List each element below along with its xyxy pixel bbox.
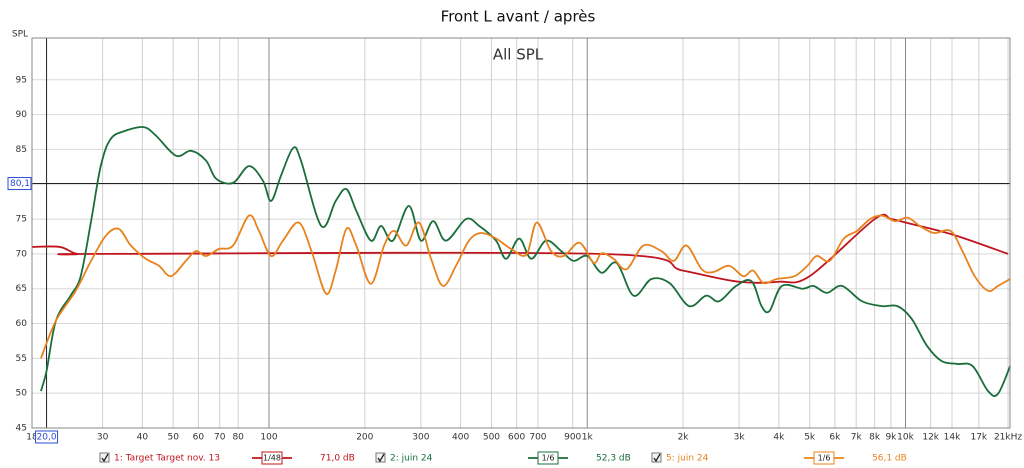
legend-label: 2: juin 24 [390, 454, 433, 464]
y-tick-label: 50 [16, 389, 28, 399]
y-tick-label: 85 [16, 145, 27, 155]
legend-check [101, 453, 109, 463]
plot-frame [31, 37, 1011, 429]
legend-smoothing: 1/48 [263, 454, 281, 463]
legend-label: 1: Target Target nov. 13 [114, 454, 220, 464]
x-tick-label: 3k [734, 433, 746, 443]
legend-level: 56,1 dB [872, 454, 907, 464]
x-tick-label: 900 [564, 433, 581, 443]
y-tick-label: 90 [16, 110, 28, 120]
series-line [31, 213, 1009, 284]
legend-level: 71,0 dB [320, 454, 355, 464]
series-line [40, 214, 1011, 359]
x-tick-label: 18 [26, 433, 38, 443]
x-tick-label: 7k [851, 433, 863, 443]
x-tick-label: 40 [137, 433, 149, 443]
x-tick-label: 400 [452, 433, 469, 443]
legend-check [653, 453, 661, 463]
y-tick-label: 70 [16, 249, 28, 259]
x-tick-label: 17k [970, 433, 987, 443]
x-tick-label: 200 [356, 433, 373, 443]
legend-check [377, 453, 385, 463]
legend-label: 5: juin 24 [666, 454, 709, 464]
y-tick-label: 60 [16, 319, 28, 329]
x-tick-label: 1k [582, 433, 594, 443]
x-tick-label: 12k [922, 433, 939, 443]
x-tick-label: 30 [97, 433, 109, 443]
y-tick-label: 65 [16, 284, 27, 294]
legend-smoothing-box[interactable] [813, 451, 835, 465]
x-tick-label: 6k [829, 433, 841, 443]
x-tick-label: 8k [869, 433, 881, 443]
x-tick-label: 500 [483, 433, 500, 443]
cursor-label: 20,0 [37, 433, 57, 443]
x-tick-label: 21kHz [994, 433, 1022, 443]
x-tick-label: 100 [260, 433, 277, 443]
x-tick-label: 10k [897, 433, 914, 443]
x-tick-label: 14k [944, 433, 961, 443]
x-tick-label: 60 [193, 433, 205, 443]
x-tick-label: 2k [678, 433, 690, 443]
cursor-box [7, 177, 32, 191]
legend-smoothing: 1/6 [818, 454, 831, 463]
chart-subtitle: All SPL [493, 46, 544, 64]
x-tick-label: 70 [214, 433, 226, 443]
x-tick-label: 9k [885, 433, 897, 443]
legend-smoothing: 1/6 [542, 454, 555, 463]
legend-checkbox[interactable] [375, 452, 386, 463]
x-tick-label: 600 [508, 433, 525, 443]
y-tick-label: 75 [16, 215, 27, 225]
cursor-label: 80,1 [10, 179, 30, 189]
x-tick-label: 4k [773, 433, 785, 443]
legend-smoothing-box[interactable] [537, 451, 559, 465]
series-line [40, 126, 1011, 397]
legend-checkbox[interactable] [651, 452, 662, 463]
x-tick-label: 700 [529, 433, 546, 443]
y-tick-label: 45 [16, 424, 27, 434]
y-tick-label: 95 [16, 75, 27, 85]
x-tick-label: 50 [167, 433, 179, 443]
y-axis-label: SPL [12, 30, 28, 40]
x-tick-label: 80 [232, 433, 244, 443]
y-tick-label: 55 [16, 354, 27, 364]
x-tick-label: 300 [412, 433, 429, 443]
x-tick-label: 5k [804, 433, 816, 443]
legend-checkbox[interactable] [99, 452, 110, 463]
legend-level: 52,3 dB [596, 454, 631, 464]
cursor-box [35, 430, 59, 444]
legend-smoothing-box[interactable] [261, 451, 283, 465]
chart-title: Front L avant / après [441, 8, 596, 26]
